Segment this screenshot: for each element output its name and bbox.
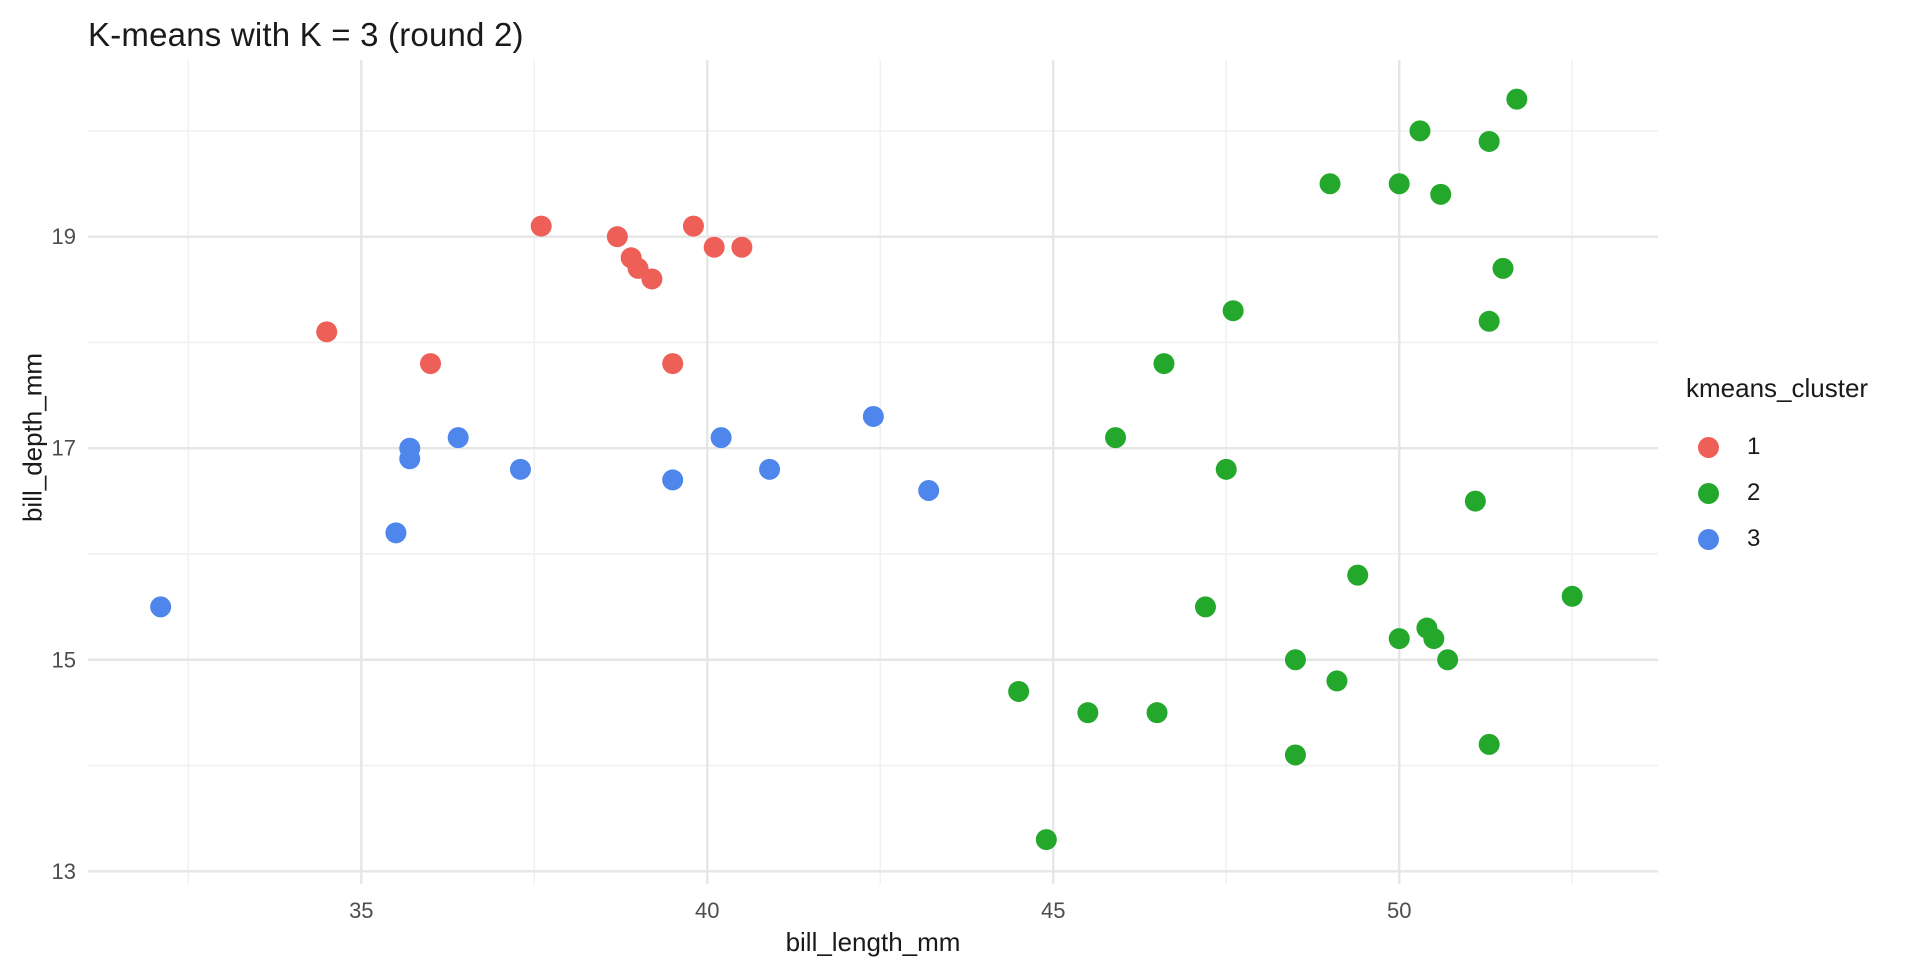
data-point [1388, 628, 1410, 650]
legend-entry: 2 [1686, 470, 1868, 516]
data-point [710, 427, 732, 449]
data-point [1035, 829, 1057, 851]
data-point [1409, 120, 1431, 142]
data-point [1478, 733, 1500, 755]
data-point [1222, 300, 1244, 322]
data-point [1077, 702, 1099, 724]
data-point [385, 522, 407, 544]
data-point [509, 458, 531, 480]
data-point [1319, 173, 1341, 195]
x-tick-label: 45 [1041, 898, 1065, 923]
data-point [606, 226, 628, 248]
x-tick-label: 50 [1387, 898, 1411, 923]
data-point [1153, 353, 1175, 375]
legend-title: kmeans_cluster [1686, 373, 1869, 403]
legend-entry-label: 1 [1747, 433, 1761, 460]
legend-entry-label: 3 [1747, 525, 1761, 552]
data-point [316, 321, 338, 343]
data-point [1388, 173, 1410, 195]
data-point [1008, 680, 1030, 702]
legend-swatch-dot [1698, 482, 1719, 504]
data-point [1326, 670, 1348, 692]
data-point [662, 469, 684, 491]
plot-title: K-means with K = 3 (round 2) [88, 16, 524, 53]
x-tick-label: 40 [695, 898, 719, 923]
data-point [1492, 257, 1514, 279]
y-tick-label: 19 [52, 224, 76, 249]
y-tick-label: 17 [52, 436, 76, 461]
data-point [1194, 596, 1216, 618]
data-point [703, 236, 725, 258]
data-point [641, 268, 663, 290]
legend-entry: 1 [1686, 424, 1868, 470]
y-axis-title: bill_depth_mm [17, 352, 48, 523]
legend-entry-label: 2 [1747, 479, 1761, 506]
y-tick-label: 15 [52, 647, 76, 672]
legend-swatch-dot [1698, 528, 1719, 550]
data-point [1437, 649, 1459, 671]
data-point [1215, 458, 1237, 480]
data-point [1561, 585, 1583, 607]
data-point [862, 405, 884, 427]
legend: kmeans_cluster 1 2 3 [1686, 373, 1868, 562]
data-point [682, 215, 704, 237]
y-tick-label: 13 [52, 859, 76, 884]
data-point [1105, 427, 1127, 449]
data-point [1478, 130, 1500, 152]
legend-entries: 1 2 3 [1686, 424, 1868, 562]
data-point [1464, 490, 1486, 512]
x-axis-title: bill_length_mm [785, 927, 961, 957]
data-point [530, 215, 552, 237]
data-point [759, 458, 781, 480]
legend-entry: 3 [1686, 516, 1868, 562]
data-point [1478, 310, 1500, 332]
legend-swatch-dot [1698, 436, 1719, 458]
data-point [399, 448, 421, 470]
data-point [1430, 183, 1452, 205]
data-point [918, 480, 940, 502]
data-point [1506, 88, 1528, 110]
x-tick-label: 35 [349, 898, 373, 923]
data-point [150, 596, 172, 618]
data-point [447, 427, 469, 449]
data-point [420, 353, 442, 375]
data-point [1284, 649, 1306, 671]
data-point [1347, 564, 1369, 586]
data-point [1146, 702, 1168, 724]
data-point [662, 353, 684, 375]
data-point [731, 236, 753, 258]
data-point [1284, 744, 1306, 766]
data-point [1423, 628, 1445, 650]
